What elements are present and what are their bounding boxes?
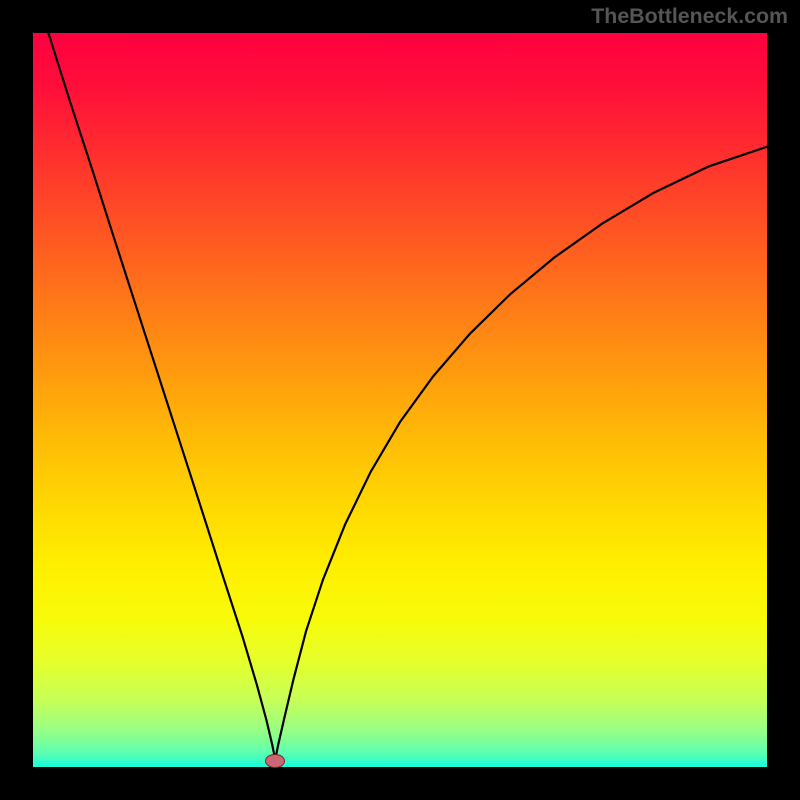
bottleneck-curve <box>33 33 767 767</box>
chart-canvas: TheBottleneck.com <box>0 0 800 800</box>
optimum-marker <box>265 754 285 768</box>
plot-area <box>33 33 767 767</box>
watermark-label: TheBottleneck.com <box>591 4 788 29</box>
